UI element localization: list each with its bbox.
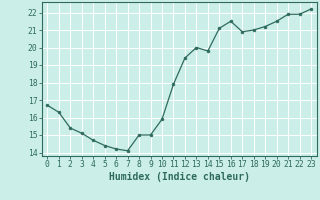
X-axis label: Humidex (Indice chaleur): Humidex (Indice chaleur) — [109, 172, 250, 182]
